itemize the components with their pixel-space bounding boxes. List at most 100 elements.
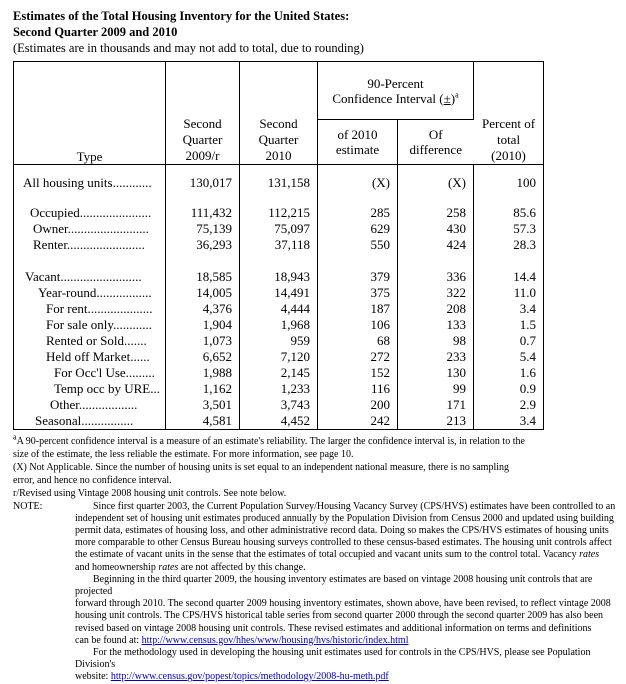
pct-total-value: 3.4 — [519, 300, 537, 316]
ci-2010-value: 187 — [317, 300, 398, 317]
pct-total-value: 85.6 — [513, 204, 537, 220]
table-row: Rented or Sold....... 1,073 959 68 98 0.… — [13, 332, 544, 349]
ci-2010-value: 550 — [317, 236, 398, 253]
col-header-q2-2009: Second Quarter 2009/r — [165, 61, 240, 165]
table-row: Owner......................... 75,139 75… — [13, 220, 544, 237]
pct-total-value: 1.5 — [519, 316, 537, 332]
table-row: Other.................. 3,501 3,743 200 … — [13, 396, 544, 413]
row-label: Temp occ by URE... — [13, 380, 166, 397]
spacer-row — [13, 164, 544, 175]
row-label: For Occ'l Use......... — [13, 364, 166, 381]
row-label: Occupied...................... — [13, 204, 166, 221]
row-label: For rent.................... — [13, 300, 166, 317]
ci-2010-value: 200 — [317, 396, 398, 413]
ci-2010-value: 152 — [317, 364, 398, 381]
methodology-link[interactable]: http://www.census.gov/popest/topics/meth… — [110, 671, 389, 683]
pct-total-value: 5.4 — [519, 348, 537, 364]
q2-2010-value: 7,120 — [239, 348, 318, 365]
ci-diff-value: 336 — [397, 268, 475, 285]
ci-diff-value: 430 — [397, 220, 475, 237]
pct-total-value: 2.9 — [519, 396, 537, 412]
q2-2010-value: 1,233 — [239, 380, 318, 397]
table-row: Held off Market...... 6,652 7,120 272 23… — [13, 348, 544, 365]
q2-2009-value: 1,988 — [165, 364, 240, 381]
footnotes: aA 90-percent confidence interval is a m… — [13, 432, 625, 500]
pct-total-value: 11.0 — [513, 284, 537, 300]
ci-diff-value: 258 — [397, 204, 475, 221]
spacer-row — [13, 190, 544, 205]
q2-2010-value: 75,097 — [239, 220, 318, 237]
ci-2010-value: 629 — [317, 220, 398, 237]
italic-rates: rates — [579, 549, 600, 561]
q2-2010-value: 37,118 — [239, 236, 318, 253]
q2-2009-value: 111,432 — [165, 204, 240, 221]
ci-diff-value: (X) — [397, 174, 475, 191]
table-row: For sale only............ 1,904 1,968 10… — [13, 316, 544, 333]
row-label: Held off Market...... — [13, 348, 166, 365]
header-row-1: Type Second Quarter 2009/r Second Quarte… — [13, 61, 544, 165]
table-row: All housing units............ 130,017 13… — [13, 174, 544, 191]
footnote-a-marker: a — [13, 432, 17, 442]
q2-2009-value: 1,073 — [165, 332, 240, 349]
ci-diff-value: 99 — [397, 380, 475, 397]
table-row: Renter........................ 36,293 37… — [13, 236, 544, 253]
q2-2009-value: 36,293 — [165, 236, 240, 253]
col-header-type: Type — [13, 61, 166, 165]
table-row: Seasonal................ 4,581 4,452 242… — [13, 412, 544, 429]
q2-2009-value: 75,139 — [165, 220, 240, 237]
pct-total-value: 57.3 — [513, 220, 537, 236]
q2-2009-value: 3,501 — [165, 396, 240, 413]
note-body: Since first quarter 2003, the Current Po… — [75, 501, 620, 684]
col-header-confidence-interval: 90-Percent Confidence Interval (±)a — [317, 61, 475, 120]
ci-diff-value: 322 — [397, 284, 475, 301]
ci-2010-value: (X) — [317, 174, 398, 191]
q2-2010-value: 1,968 — [239, 316, 318, 333]
q2-2009-value: 1,162 — [165, 380, 240, 397]
col-header-percent-total: Percent of total (2010) — [473, 61, 544, 165]
q2-2009-value: 18,585 — [165, 268, 240, 285]
table-row: Year-round................. 14,005 14,49… — [13, 284, 544, 301]
ci-2010-value: 379 — [317, 268, 398, 285]
plus-minus-symbol: ± — [443, 90, 451, 106]
q2-2010-value: 959 — [239, 332, 318, 349]
ci-2010-value: 106 — [317, 316, 398, 333]
q2-2009-value: 4,376 — [165, 300, 240, 317]
note-paragraph-1: Since first quarter 2003, the Current Po… — [75, 500, 616, 573]
ci-2010-value: 242 — [317, 412, 398, 429]
q2-2010-value: 14,491 — [239, 284, 318, 301]
ci-2010-value: 375 — [317, 284, 398, 301]
row-label: Seasonal................ — [13, 412, 166, 429]
row-label: For sale only............ — [13, 316, 166, 333]
note-label: NOTE: — [13, 500, 43, 512]
ci-diff-value: 98 — [397, 332, 475, 349]
footnote-a-reference: a — [455, 90, 459, 100]
ci-2010-value: 272 — [317, 348, 398, 365]
pct-total-value: 28.3 — [513, 236, 537, 252]
note-section: NOTE: Since first quarter 2003, the Curr… — [13, 501, 620, 684]
ci-diff-value: 130 — [397, 364, 475, 381]
row-label: Renter........................ — [13, 236, 166, 253]
header-row-2: of 2010 estimate Of difference — [14, 119, 544, 165]
spacer-row — [13, 252, 544, 269]
note-paragraph-2: Beginning in the third quarter 2009, the… — [75, 573, 611, 646]
q2-2009-value: 130,017 — [165, 174, 240, 191]
table-row: Occupied...................... 111,432 1… — [13, 204, 544, 221]
pct-total-value: 0.9 — [519, 380, 537, 396]
q2-2009-value: 14,005 — [165, 284, 240, 301]
row-label: Year-round................. — [13, 284, 166, 301]
q2-2010-value: 2,145 — [239, 364, 318, 381]
ci-diff-value: 133 — [397, 316, 475, 333]
pct-total-value: 14.4 — [513, 268, 537, 284]
row-label: Owner......................... — [13, 220, 166, 237]
footnote-text: A 90-percent confidence interval is a me… — [13, 435, 525, 499]
q2-2010-value: 112,215 — [239, 204, 318, 221]
q2-2010-value: 3,743 — [239, 396, 318, 413]
table-row: Temp occ by URE... 1,162 1,233 116 99 0.… — [13, 380, 544, 397]
ci-diff-value: 208 — [397, 300, 475, 317]
q2-2010-value: 4,452 — [239, 412, 318, 429]
col-header-q2-2010: Second Quarter 2010 — [239, 61, 318, 165]
historic-tables-link[interactable]: http://www.census.gov/hhes/www/housing/h… — [141, 634, 409, 646]
note-paragraph-3: For the methodology used in developing t… — [75, 646, 591, 683]
pct-total-value: 100 — [516, 174, 537, 190]
